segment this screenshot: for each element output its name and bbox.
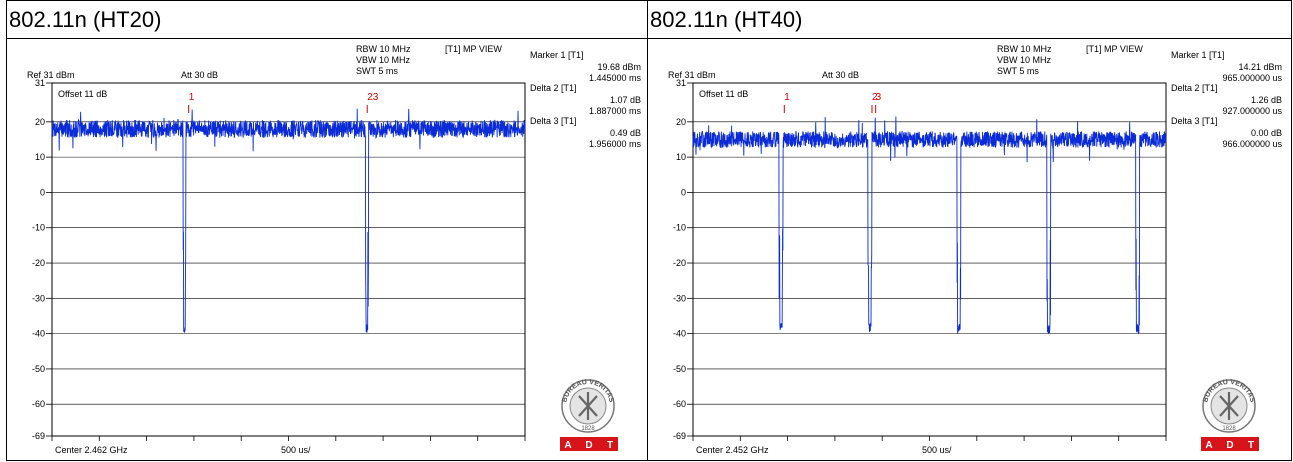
trace-line	[692, 116, 1167, 335]
y-tick-label: 10	[676, 152, 686, 162]
title-divider	[648, 38, 1291, 39]
marker-flag: 2	[872, 92, 878, 103]
adt-letter: T	[607, 440, 613, 451]
rbw-setting: RBW 10 MHz	[356, 44, 411, 54]
swt-setting: SWT 5 ms	[997, 66, 1039, 76]
marker-readout-value: 1.26 dB	[1251, 95, 1282, 105]
y-tick-label: 31	[35, 78, 45, 88]
marker-readout-value: 1.07 dB	[610, 95, 641, 105]
ref-level: Ref 31 dBm	[668, 70, 716, 80]
trace-line	[51, 108, 526, 333]
y-tick-label: -50	[673, 364, 686, 374]
panel-title: 802.11n (HT20)	[9, 7, 162, 32]
y-tick-label: 0	[681, 187, 686, 197]
marker-readout-title: Delta 2 [T1]	[530, 83, 577, 93]
marker-readout-time: 1.445000 ms	[589, 73, 642, 83]
y-tick-label: -10	[32, 223, 45, 233]
y-tick-label: -40	[673, 329, 686, 339]
marker-readout-time: 1.956000 ms	[589, 139, 642, 149]
y-tick-label: -40	[32, 329, 45, 339]
y-tick-label: -10	[673, 223, 686, 233]
y-tick-label: -30	[32, 293, 45, 303]
y-tick-label: -30	[673, 293, 686, 303]
seal-year: 1828	[581, 426, 595, 432]
marker-readout-time: 927.000000 us	[1222, 106, 1282, 116]
seal-emblem	[578, 392, 598, 420]
y-tick-label: -60	[673, 399, 686, 409]
vbw-setting: VBW 10 MHz	[356, 55, 411, 65]
marker-readout-title: Delta 3 [T1]	[530, 116, 577, 126]
marker-flag: 1	[784, 92, 790, 103]
span-per-division: 500 us/	[922, 445, 952, 455]
offset-label-bg	[696, 88, 764, 100]
seal-emblem	[1219, 392, 1239, 420]
trace-label: [T1] MP VIEW	[1086, 44, 1143, 54]
marker-flag: 23	[367, 92, 379, 103]
vbw-setting: VBW 10 MHz	[997, 55, 1052, 65]
offset-label-bg	[55, 88, 123, 100]
offset-label: Offset 11 dB	[699, 89, 748, 99]
marker-readout-title: Marker 1 [T1]	[1171, 50, 1225, 60]
y-tick-label: 10	[35, 152, 45, 162]
y-tick-label: -50	[32, 364, 45, 374]
ref-level: Ref 31 dBm	[27, 70, 75, 80]
y-tick-label: -69	[673, 431, 686, 441]
adt-bar	[560, 437, 618, 451]
y-tick-label: 0	[40, 187, 45, 197]
rbw-setting: RBW 10 MHz	[997, 44, 1052, 54]
y-tick-label: -20	[32, 258, 45, 268]
y-tick-label: 20	[676, 117, 686, 127]
marker-readout-time: 1.887000 ms	[589, 106, 642, 116]
marker-readout-time: 966.000000 us	[1222, 139, 1282, 149]
adt-letter: D	[585, 440, 592, 451]
y-tick-label: -20	[673, 258, 686, 268]
adt-letter: D	[1226, 440, 1233, 451]
marker-readout-title: Delta 2 [T1]	[1171, 83, 1218, 93]
offset-label: Offset 11 dB	[58, 89, 107, 99]
adt-letter: A	[564, 440, 571, 451]
marker-readout-value: 14.21 dBm	[1238, 62, 1282, 72]
panel-ht40: 802.11n (HT40) RBW 10 MHz VBW 10 MHz SWT 5…	[647, 0, 1292, 461]
swt-setting: SWT 5 ms	[356, 66, 398, 76]
seal-year: 1828	[1222, 426, 1236, 432]
marker-flag: 1	[189, 92, 195, 103]
marker-flag: 3	[876, 92, 882, 103]
marker-readout-value: 0.49 dB	[610, 128, 641, 138]
trace-label: [T1] MP VIEW	[445, 44, 502, 54]
adt-letter: A	[1205, 440, 1212, 451]
marker-readout-value: 19.68 dBm	[597, 62, 641, 72]
panel-ht20: 802.11n (HT20) RBW 10 MHz VBW 10 MHz SWT 5…	[6, 0, 648, 461]
y-tick-label: -69	[32, 431, 45, 441]
y-tick-label: 31	[676, 78, 686, 88]
panel-title: 802.11n (HT40)	[650, 7, 803, 32]
y-tick-label: -60	[32, 399, 45, 409]
adt-letter: T	[1248, 440, 1254, 451]
span-per-division: 500 us/	[281, 445, 311, 455]
attenuation: Att 30 dB	[822, 70, 859, 80]
y-tick-label: 20	[35, 117, 45, 127]
marker-readout-value: 0.00 dB	[1251, 128, 1282, 138]
marker-readout-title: Delta 3 [T1]	[1171, 116, 1218, 126]
marker-readout-title: Marker 1 [T1]	[530, 50, 584, 60]
attenuation: Att 30 dB	[181, 70, 218, 80]
marker-readout-time: 965.000000 us	[1222, 73, 1282, 83]
center-frequency: Center 2.452 GHz	[696, 445, 769, 455]
center-frequency: Center 2.462 GHz	[55, 445, 128, 455]
adt-bar	[1201, 437, 1259, 451]
title-divider	[7, 38, 647, 39]
